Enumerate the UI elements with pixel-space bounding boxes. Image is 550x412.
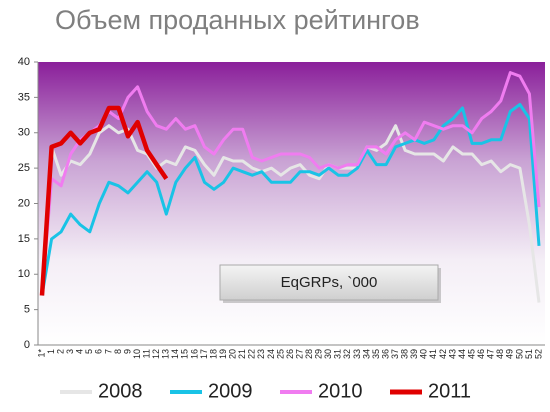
x-tick-label: 12 bbox=[151, 349, 161, 359]
x-tick-label: 2 bbox=[55, 349, 65, 354]
x-tick-label: 18 bbox=[208, 349, 218, 359]
x-tick-label: 6 bbox=[94, 349, 104, 354]
x-tick-label: 3 bbox=[65, 349, 75, 354]
x-tick-label: 33 bbox=[352, 349, 362, 359]
x-tick-label: 36 bbox=[380, 349, 390, 359]
x-tick-label: 27 bbox=[294, 349, 304, 359]
x-tick-label: 24 bbox=[266, 349, 276, 359]
x-tick-label: 52 bbox=[533, 349, 543, 359]
x-tick-label: 43 bbox=[447, 349, 457, 359]
x-tick-label: 17 bbox=[199, 349, 209, 359]
x-tick-label: 29 bbox=[314, 349, 324, 359]
annotation: EqGRPs, `000 bbox=[281, 274, 378, 291]
x-tick-label: 21 bbox=[237, 349, 247, 359]
x-tick-label: 51 bbox=[524, 349, 534, 359]
x-tick-label: 46 bbox=[476, 349, 486, 359]
x-tick-label: 23 bbox=[256, 349, 266, 359]
x-tick-label: 42 bbox=[438, 349, 448, 359]
legend-label: 2011 bbox=[428, 380, 471, 402]
x-tick-label: 32 bbox=[342, 349, 352, 359]
x-tick-label: 47 bbox=[486, 349, 496, 359]
series-line bbox=[39, 105, 169, 296]
x-tick-label: 49 bbox=[505, 349, 515, 359]
x-tick-label: 16 bbox=[189, 349, 199, 359]
y-tick-label: 20 bbox=[18, 197, 30, 209]
x-tick-label: 5 bbox=[84, 349, 94, 354]
x-tick-label: 10 bbox=[132, 349, 142, 359]
x-tick-label: 38 bbox=[400, 349, 410, 359]
x-tick-label: 39 bbox=[409, 349, 419, 359]
series-line bbox=[40, 71, 541, 296]
x-tick-label: 1 bbox=[46, 349, 56, 354]
x-tick-label: 34 bbox=[361, 349, 371, 359]
x-tick-label: 13 bbox=[161, 349, 171, 359]
x-tick-label: 4 bbox=[75, 349, 85, 354]
x-tick-label: 11 bbox=[142, 349, 152, 358]
x-tick-label: 35 bbox=[371, 349, 381, 359]
x-tick-label: 31 bbox=[333, 349, 343, 359]
y-tick-label: 10 bbox=[18, 268, 30, 280]
x-tick-label: 20 bbox=[228, 349, 238, 359]
x-tick-label: 25 bbox=[275, 349, 285, 359]
x-tick-label: 7 bbox=[103, 349, 113, 354]
x-tick-label: 22 bbox=[247, 349, 257, 359]
y-tick-label: 15 bbox=[18, 233, 30, 245]
x-tick-label: 9 bbox=[122, 349, 132, 354]
x-tick-label: 41 bbox=[428, 349, 438, 359]
legend-label: 2010 bbox=[318, 380, 363, 402]
y-tick-label: 0 bbox=[24, 339, 30, 351]
x-tick-label: 30 bbox=[323, 349, 333, 359]
legend-label: 2009 bbox=[208, 380, 253, 402]
series-line bbox=[40, 103, 541, 296]
chart-title: Объем проданных рейтингов bbox=[55, 5, 420, 35]
y-tick-label: 5 bbox=[24, 304, 30, 316]
x-tick-label: 44 bbox=[457, 349, 467, 359]
y-tick-label: 30 bbox=[18, 127, 30, 139]
legend-label: 2008 bbox=[98, 380, 143, 402]
x-tick-label: 45 bbox=[466, 349, 476, 359]
y-tick-label: 35 bbox=[18, 91, 30, 103]
y-tick-label: 25 bbox=[18, 162, 30, 174]
x-tick-label: 14 bbox=[170, 349, 180, 359]
y-tick-label: 40 bbox=[18, 56, 30, 68]
x-tick-label: 37 bbox=[390, 349, 400, 359]
x-tick-label: 19 bbox=[218, 349, 228, 359]
x-tick-label: 1* bbox=[36, 349, 46, 358]
x-tick-label: 50 bbox=[514, 349, 524, 359]
annotation-box bbox=[219, 264, 439, 301]
x-tick-label: 40 bbox=[419, 349, 429, 359]
x-tick-label: 15 bbox=[180, 349, 190, 359]
x-tick-label: 8 bbox=[113, 349, 123, 354]
x-tick-label: 28 bbox=[304, 349, 314, 359]
x-tick-label: 26 bbox=[285, 349, 295, 359]
x-tick-label: 48 bbox=[495, 349, 505, 359]
